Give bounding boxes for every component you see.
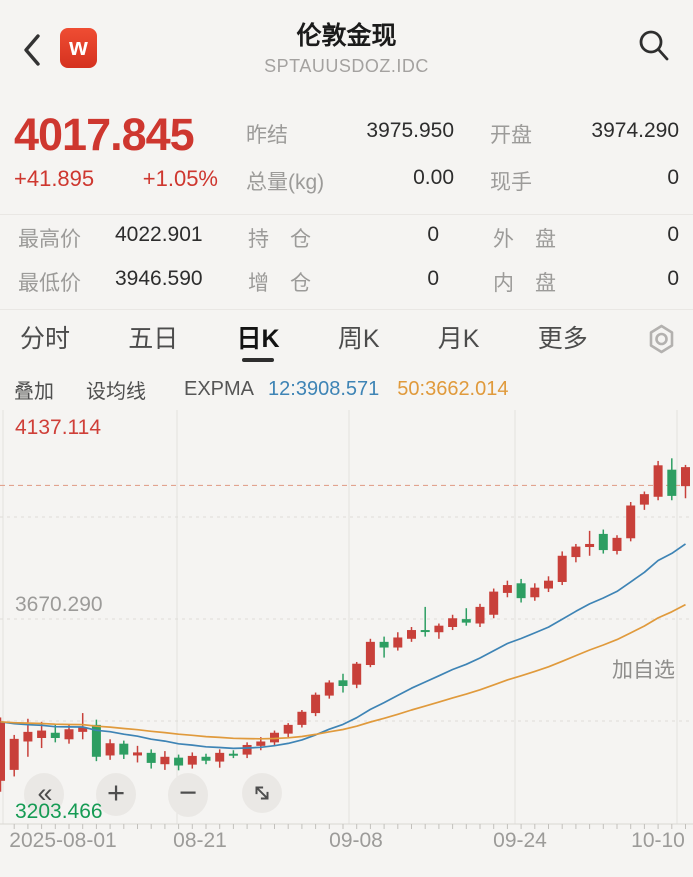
low-label: 最低价 xyxy=(18,272,81,295)
inner-lots-label: 内 盘 xyxy=(493,272,556,295)
oi-change-value: 0 xyxy=(427,267,439,290)
wind-logo-letter: w xyxy=(69,34,88,61)
volume-value: 0.00 xyxy=(413,165,454,189)
chart-settings-button[interactable] xyxy=(646,323,677,355)
last-price: 4017.845 xyxy=(14,109,195,160)
tab-more[interactable]: 更多 xyxy=(537,325,588,353)
quote-grid-bottom: 最高价 4022.901 持 仓 0 外 盘 0 最低价 3946.590 增 … xyxy=(0,214,693,309)
plus-icon: + xyxy=(106,775,126,810)
y-axis-label-min: 3203.466 xyxy=(15,800,103,823)
low-value: 3946.590 xyxy=(115,267,203,290)
tab-minute[interactable]: 分时 xyxy=(20,325,71,353)
chevron-left-icon xyxy=(24,34,40,66)
prev-settle-label: 昨结 xyxy=(246,123,288,147)
outer-lots-label: 外 盘 xyxy=(493,228,556,251)
x-axis-label: 09-08 xyxy=(329,829,383,852)
header: w 伦敦金现 SPTAUUSDOZ.IDC xyxy=(0,0,693,100)
open-label: 开盘 xyxy=(490,123,532,147)
rewind-icon: « xyxy=(37,777,52,808)
oi-change-label: 增 仓 xyxy=(248,272,311,295)
back-button[interactable] xyxy=(20,32,46,68)
tab-five-day[interactable]: 五日 xyxy=(128,325,179,353)
tab-daily-k[interactable]: 日K xyxy=(237,310,280,368)
search-button[interactable] xyxy=(637,28,671,64)
tab-monthly-k[interactable]: 月K xyxy=(437,325,480,353)
last-lot-value: 0 xyxy=(667,165,679,189)
zoom-out-button[interactable]: − xyxy=(168,773,208,817)
high-value: 4022.901 xyxy=(115,223,203,246)
indicator-name: EXPMA xyxy=(184,377,255,400)
period-tab-bar: 分时 五日 日K 周K 月K 更多 xyxy=(0,309,693,368)
quote-panel: 4017.845 +41.895 +1.05% 昨结 3975.950 开盘 3… xyxy=(0,100,693,309)
x-axis-label: 2025-08-01 xyxy=(9,829,117,852)
inner-lots-value: 0 xyxy=(667,267,679,290)
wind-app-logo: w xyxy=(60,28,97,68)
volume-label: 总量(kg) xyxy=(246,170,325,194)
candlestick-chart[interactable] xyxy=(0,410,693,858)
set-ma-button[interactable]: 设均线 xyxy=(86,380,146,403)
prev-settle-value: 3975.950 xyxy=(366,118,454,142)
rewind-button[interactable]: « xyxy=(24,773,64,816)
expma12-value: 12:3908.571 xyxy=(268,377,380,400)
x-axis-label: 09-24 xyxy=(493,829,547,852)
instrument-code: SPTAUUSDOZ.IDC xyxy=(264,56,429,76)
expand-icon xyxy=(255,786,269,800)
gear-icon xyxy=(649,324,674,354)
price-change: +41.895 xyxy=(14,166,95,191)
chart-toolbar: 叠加 设均线 EXPMA 12:3908.571 50:3662.014 xyxy=(0,368,693,410)
search-icon xyxy=(639,30,669,61)
x-axis-label: 08-21 xyxy=(173,829,227,852)
minus-icon: − xyxy=(178,775,198,810)
tab-weekly-k[interactable]: 周K xyxy=(337,325,380,353)
fullscreen-button[interactable] xyxy=(242,773,282,813)
last-lot-label: 现手 xyxy=(490,170,532,194)
open-interest-value: 0 xyxy=(427,223,439,246)
high-label: 最高价 xyxy=(18,228,81,251)
zoom-in-button[interactable]: + xyxy=(96,773,136,816)
price-change-percent: +1.05% xyxy=(142,166,218,191)
expma50-value: 50:3662.014 xyxy=(397,377,509,400)
x-axis-label: 10-10 xyxy=(631,829,685,852)
price-box: 4017.845 +41.895 +1.05% xyxy=(14,110,246,204)
add-watchlist-button[interactable]: 加自选 xyxy=(612,659,675,682)
quote-grid-top: 昨结 3975.950 开盘 3974.290 总量(kg) 0.00 现手 0 xyxy=(246,110,679,204)
chart-section: 4137.114 3670.290 3203.466 加自选 « + − 202… xyxy=(0,410,693,877)
open-value: 3974.290 xyxy=(591,118,679,142)
x-axis: 2025-08-01 08-21 09-08 09-24 10-10 xyxy=(0,829,693,859)
page-title: 伦敦金现 xyxy=(296,22,397,50)
y-axis-label-max: 4137.114 xyxy=(15,416,102,439)
open-interest-label: 持 仓 xyxy=(248,228,311,251)
overlay-button[interactable]: 叠加 xyxy=(14,380,54,403)
outer-lots-value: 0 xyxy=(667,223,679,246)
y-axis-label-mid: 3670.290 xyxy=(15,593,103,616)
